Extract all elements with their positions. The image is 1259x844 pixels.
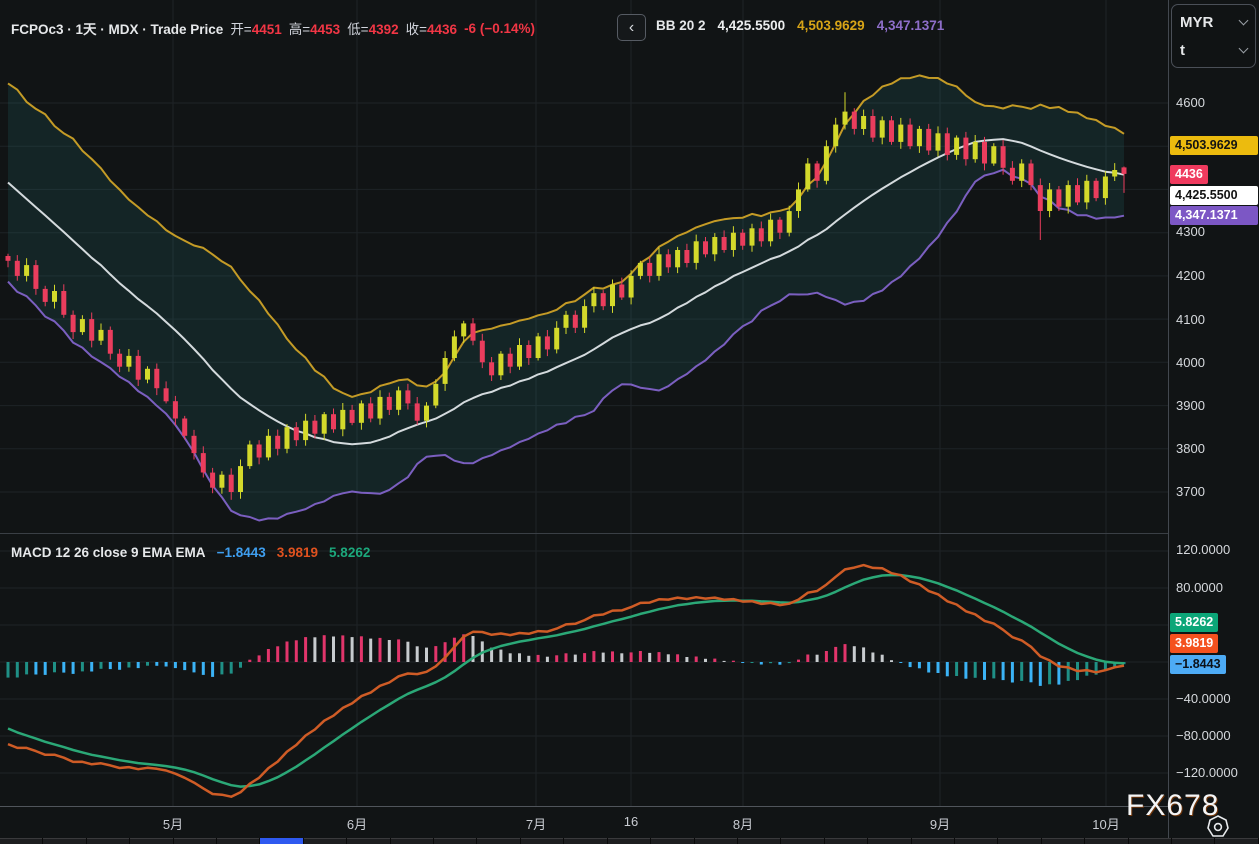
strip-cell[interactable]: [1128, 838, 1171, 844]
axis-tick-label: 4300: [1176, 224, 1205, 239]
change-text: -6 (−0.14%): [464, 20, 535, 36]
axis-tick-label: 4600: [1176, 95, 1205, 110]
chevron-down-icon: [1238, 15, 1249, 25]
bb-legend-values: 4,425.5500 4,503.9629 4,347.1371: [718, 18, 945, 33]
time-axis-label: 7月: [525, 817, 547, 832]
ohlc-value: 高=4453: [288, 22, 341, 37]
macd-legend-values: −1.8443 3.9819 5.8262: [217, 545, 371, 560]
axis-tick-label: 80.0000: [1176, 580, 1223, 595]
time-axis-label: 5月: [162, 817, 184, 832]
strip-cell[interactable]: [868, 838, 911, 844]
strip-cell[interactable]: [86, 838, 130, 844]
unit-dropdown[interactable]: t: [1180, 37, 1249, 63]
time-axis-label: 16: [623, 814, 639, 829]
currency-label: MYR: [1180, 13, 1214, 31]
time-axis-label: 6月: [346, 817, 368, 832]
strip-cell[interactable]: [998, 838, 1041, 844]
strip-cell[interactable]: [737, 838, 781, 844]
axis-tick-label: 4200: [1176, 268, 1205, 283]
strip-cell[interactable]: [564, 838, 607, 844]
axis-tick-label: 3800: [1176, 441, 1205, 456]
bb-lower-price-badge: 4,347.1371: [1170, 206, 1258, 225]
symbol-legend: FCPOc3 · 1天 · MDX · Trade Price 开=4451 高=…: [11, 18, 535, 38]
strip-cell[interactable]: [303, 838, 347, 844]
price-chart-svg: [0, 0, 1168, 533]
macd-value: 5.8262: [329, 545, 371, 560]
strip-cell[interactable]: [43, 838, 86, 844]
macd-hist-badge: −1.8443: [1170, 655, 1226, 674]
strip-cell[interactable]: [824, 838, 868, 844]
axis-tick-label: 120.0000: [1176, 542, 1231, 557]
last-price-badge: 4436: [1170, 165, 1208, 184]
ohlc-value: 开=4451: [230, 22, 282, 37]
axis-tick-label: 4100: [1176, 312, 1205, 327]
strip-cell[interactable]: [260, 838, 303, 844]
bb-value: 4,425.5500: [717, 18, 786, 33]
pane-separator[interactable]: [0, 533, 1259, 534]
macd-pane[interactable]: [0, 534, 1168, 806]
bb-value: 4,347.1371: [876, 18, 945, 33]
bb-legend: BB 20 2 4,425.5500 4,503.9629 4,347.1371: [656, 18, 944, 33]
ohlc-value: 低=4392: [347, 22, 399, 37]
bottom-tab-strip[interactable]: [0, 838, 1259, 844]
bb-value: 4,503.9629: [797, 18, 865, 33]
strip-cell[interactable]: [390, 838, 434, 844]
time-axis[interactable]: 5月 6月 7月 16 8月 9月 10月: [0, 807, 1168, 838]
unit-selector-box: MYR t: [1171, 4, 1256, 68]
strip-cell[interactable]: [694, 838, 737, 844]
bb-upper-price-badge: 4,503.9629: [1170, 136, 1258, 155]
time-axis-separator: [0, 806, 1259, 807]
time-axis-label: 10月: [1092, 817, 1120, 832]
symbol-title[interactable]: FCPOc3 · 1天 · MDX · Trade Price: [11, 22, 224, 37]
collapse-arrow-button[interactable]: ‹: [617, 14, 646, 41]
bb-legend-label[interactable]: BB 20 2: [656, 18, 706, 33]
axis-tick-label: −80.0000: [1176, 728, 1231, 743]
bb-basis-price-badge: 4,425.5500: [1170, 186, 1258, 205]
axis-tick-label: 3700: [1176, 484, 1205, 499]
strip-cell[interactable]: [477, 838, 520, 844]
strip-cell[interactable]: [434, 838, 477, 844]
strip-cell[interactable]: [911, 838, 954, 844]
price-axis-column[interactable]: 4600 4300 4200 4100 4000 3900 3800 3700 120.0000…: [1168, 0, 1259, 838]
strip-cell[interactable]: [607, 838, 651, 844]
strip-cell[interactable]: [0, 838, 43, 844]
ohlc-values: 开=4451 高=4453 低=4392 收=4436: [230, 18, 457, 38]
macd-value: 3.9819: [276, 545, 319, 560]
strip-cell[interactable]: [1085, 838, 1128, 844]
axis-tick-label: 4000: [1176, 355, 1205, 370]
macd-legend-label[interactable]: MACD 12 26 close 9 EMA EMA: [11, 545, 206, 560]
strip-cell[interactable]: [954, 838, 998, 844]
strip-cell[interactable]: [173, 838, 217, 844]
macd-value: −1.8443: [216, 545, 266, 560]
axis-tick-label: −120.0000: [1176, 765, 1238, 780]
macd-legend: MACD 12 26 close 9 EMA EMA −1.8443 3.9819…: [11, 545, 370, 560]
fx678-logo-icon: [1207, 815, 1229, 837]
strip-cell[interactable]: [1215, 838, 1258, 844]
macd-chart-svg: [0, 534, 1168, 806]
ohlc-value: 收=4436: [405, 22, 458, 37]
unit-label: t: [1180, 41, 1185, 59]
chevron-down-icon: [1238, 43, 1249, 53]
strip-cell[interactable]: [347, 838, 390, 844]
strip-cell[interactable]: [1171, 838, 1215, 844]
watermark-text: FX678: [1126, 789, 1220, 822]
axis-tick-label: 3900: [1176, 398, 1205, 413]
strip-cell[interactable]: [217, 838, 260, 844]
strip-cell[interactable]: [651, 838, 694, 844]
axis-tick-label: −40.0000: [1176, 691, 1231, 706]
time-axis-label: 8月: [732, 817, 754, 832]
currency-dropdown[interactable]: MYR: [1180, 9, 1249, 35]
time-axis-label: 9月: [929, 817, 951, 832]
price-pane[interactable]: [0, 0, 1168, 533]
strip-cell[interactable]: [130, 838, 173, 844]
macd-line-badge: 3.9819: [1170, 634, 1219, 653]
strip-cell[interactable]: [781, 838, 824, 844]
strip-cell[interactable]: [1041, 838, 1085, 844]
strip-cell[interactable]: [520, 838, 564, 844]
macd-signal-badge: 5.8262: [1170, 613, 1219, 632]
